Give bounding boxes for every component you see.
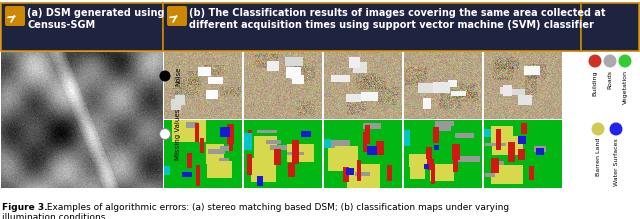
Text: Examples of algorithmic errors: (a) stereo matching based DSM; (b) classificatio: Examples of algorithmic errors: (a) ster… [44, 203, 509, 212]
Text: Building: Building [593, 70, 598, 95]
Circle shape [609, 122, 623, 136]
Circle shape [159, 71, 170, 81]
Text: Vegetation: Vegetation [623, 70, 627, 104]
FancyBboxPatch shape [5, 6, 25, 26]
Circle shape [618, 55, 632, 67]
Circle shape [591, 122, 605, 136]
Bar [581, 3, 639, 51]
Bar [1, 3, 163, 51]
Bar [163, 3, 581, 51]
Text: (b) The Classification results of images covering the same area collected at
dif: (b) The Classification results of images… [189, 8, 605, 30]
Text: illumination conditions: illumination conditions [2, 213, 106, 219]
Text: Water Surfaces: Water Surfaces [614, 138, 618, 186]
Circle shape [604, 55, 616, 67]
Circle shape [589, 55, 602, 67]
Text: (a) DSM generated using
Census-SGM: (a) DSM generated using Census-SGM [27, 8, 164, 30]
Circle shape [159, 129, 170, 140]
Text: Barren Land: Barren Land [595, 138, 600, 176]
Text: Roads: Roads [607, 70, 612, 89]
Text: Missing Values: Missing Values [175, 108, 181, 160]
Text: Noise: Noise [175, 66, 181, 86]
FancyBboxPatch shape [167, 6, 187, 26]
Text: Figure 3.: Figure 3. [2, 203, 47, 212]
